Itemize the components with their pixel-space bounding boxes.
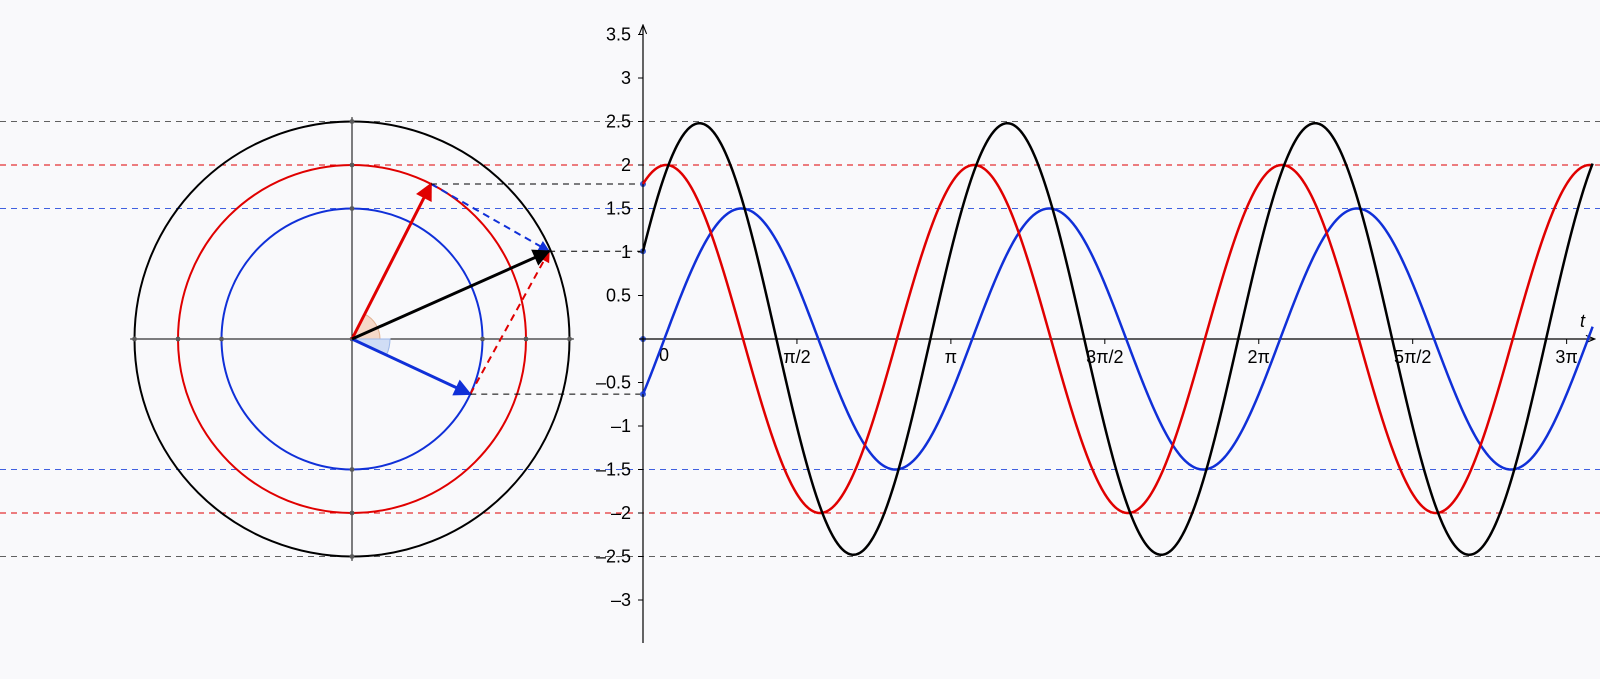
axis-tick-dot — [350, 554, 355, 559]
phasor-vector-blue — [352, 339, 470, 394]
axis-tick-dot — [132, 337, 137, 342]
x-tick-label: π/2 — [783, 347, 810, 367]
angle-arc — [352, 314, 380, 339]
y-tick-label: 2 — [621, 155, 631, 175]
y-tick-label: 1 — [621, 242, 631, 262]
x-tick-label: 3π — [1555, 347, 1577, 367]
axis-tick-dot — [350, 119, 355, 124]
y-tick-label: –2.5 — [596, 547, 631, 567]
x-tick-label: π — [945, 347, 957, 367]
x-axis-label: t — [1580, 311, 1586, 331]
y-tick-label: –0.5 — [596, 373, 631, 393]
axis-tick-dot — [524, 337, 529, 342]
y-tick-label: 3 — [621, 68, 631, 88]
y-tick-label: –3 — [611, 590, 631, 610]
y-tick-label: 1.5 — [606, 199, 631, 219]
x-tick-label: 5π/2 — [1394, 347, 1431, 367]
axis-tick-dot — [567, 337, 572, 342]
axis-tick-dot — [350, 206, 355, 211]
axis-tick-dot — [350, 467, 355, 472]
y-tick-label: 3.5 — [606, 25, 631, 45]
axis-tick-dot — [219, 337, 224, 342]
y-tick-label: 0.5 — [606, 286, 631, 306]
x-tick-label: 2π — [1248, 347, 1270, 367]
axis-tick-dot — [350, 511, 355, 516]
axis-tick-dot — [480, 337, 485, 342]
y-tick-label: –2 — [611, 503, 631, 523]
axis-tick-dot — [176, 337, 181, 342]
y-tick-label: –1.5 — [596, 460, 631, 480]
x-tick-label: 3π/2 — [1086, 347, 1123, 367]
phasor-vector-red — [352, 184, 431, 339]
y-tick-label: 2.5 — [606, 112, 631, 132]
axis-tick-dot — [350, 163, 355, 168]
y-tick-label: –1 — [611, 416, 631, 436]
